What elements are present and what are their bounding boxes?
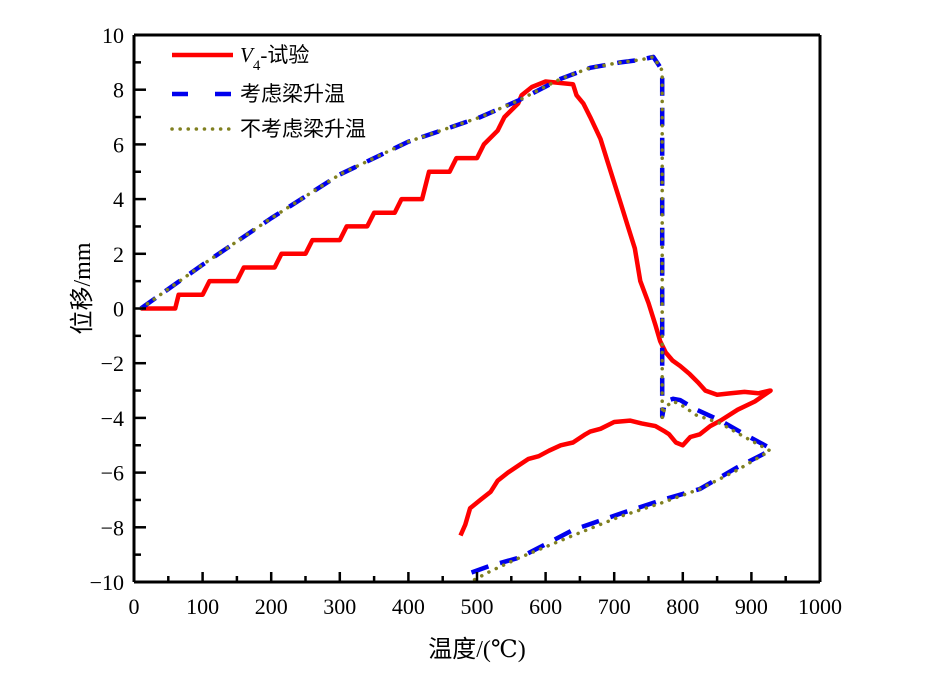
y-tick-label: 6 (113, 132, 124, 157)
x-tick-label: 0 (129, 594, 140, 619)
y-tick-label: 2 (113, 242, 124, 267)
legend-label-without-beam-heating: 不考虑梁升温 (240, 117, 366, 141)
y-tick-label: −10 (90, 570, 124, 595)
x-tick-label: 500 (461, 594, 494, 619)
y-tick-label: 4 (113, 187, 124, 212)
y-tick-label: 10 (102, 23, 124, 48)
series-line-1 (139, 54, 773, 579)
x-tick-label: 200 (255, 594, 288, 619)
legend-label-with-beam-heating: 考虑梁升温 (240, 82, 345, 106)
x-tick-label: 600 (529, 594, 562, 619)
series-line-0 (140, 79, 773, 537)
legend-label-test-suffix: -试验 (260, 43, 309, 67)
x-tick-label: 700 (598, 594, 631, 619)
x-tick-label: 1000 (798, 594, 842, 619)
x-tick-label: 100 (186, 594, 219, 619)
y-tick-label: 0 (113, 297, 124, 322)
y-tick-label: −4 (101, 406, 124, 431)
ticks: 0 100 200 300 400 500 600 700 800 900 1000−10−8−6−… (90, 23, 842, 619)
legend-label-test: V4-试验 (240, 43, 309, 74)
series-layer (139, 54, 773, 584)
legend: V4-试验 考虑梁升温 不考虑梁升温 (170, 43, 366, 141)
y-tick-label: −8 (101, 515, 124, 540)
x-tick-label: 900 (735, 594, 768, 619)
y-tick-label: 8 (113, 78, 124, 103)
y-tick-label: −6 (101, 461, 124, 486)
y-tick-label: −2 (101, 351, 124, 376)
legend-label-test-sub: 4 (253, 58, 261, 74)
x-tick-label: 400 (392, 594, 425, 619)
x-axis-title: 温度/(℃) (428, 636, 526, 663)
x-tick-label: 300 (323, 594, 356, 619)
series-line-2 (139, 55, 772, 584)
y-axis-title: 位移/mm (69, 242, 96, 334)
x-tick-label: 800 (666, 594, 699, 619)
legend-label-test-main: V (240, 43, 255, 67)
